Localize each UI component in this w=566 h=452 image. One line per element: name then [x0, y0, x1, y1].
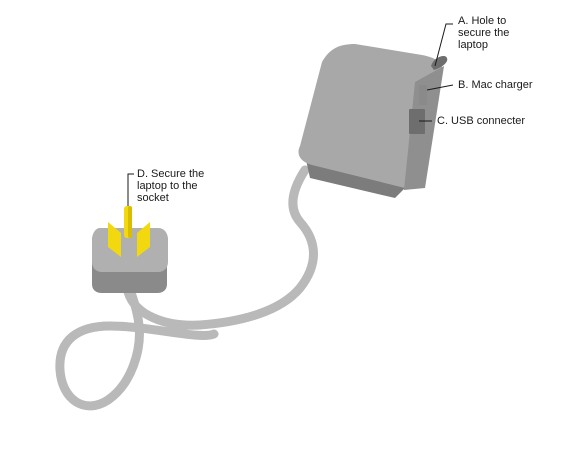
charger-cable: [55, 165, 318, 411]
label-a-hole: A. Hole to secure the laptop: [458, 15, 510, 51]
mac-charger: [298, 44, 448, 198]
leader-line-a: [434, 23, 453, 67]
plug-prong-center-shade: [128, 206, 132, 238]
leader-line-b: [426, 84, 454, 91]
usb-connector: [409, 109, 425, 134]
charger-body-top: [298, 44, 443, 188]
label-b-mac-charger: B. Mac charger: [458, 79, 533, 91]
plug-prong-right: [137, 222, 150, 257]
label-d-socket: D. Secure the laptop to the socket: [137, 168, 205, 204]
label-c-usb-connector: C. USB connecter: [437, 115, 526, 127]
mac-charger-port: [419, 85, 427, 105]
charger-hole: [431, 56, 448, 70]
plug-prong-left: [108, 222, 121, 257]
leader-line-d: [127, 173, 134, 206]
wall-plug: [92, 206, 168, 293]
